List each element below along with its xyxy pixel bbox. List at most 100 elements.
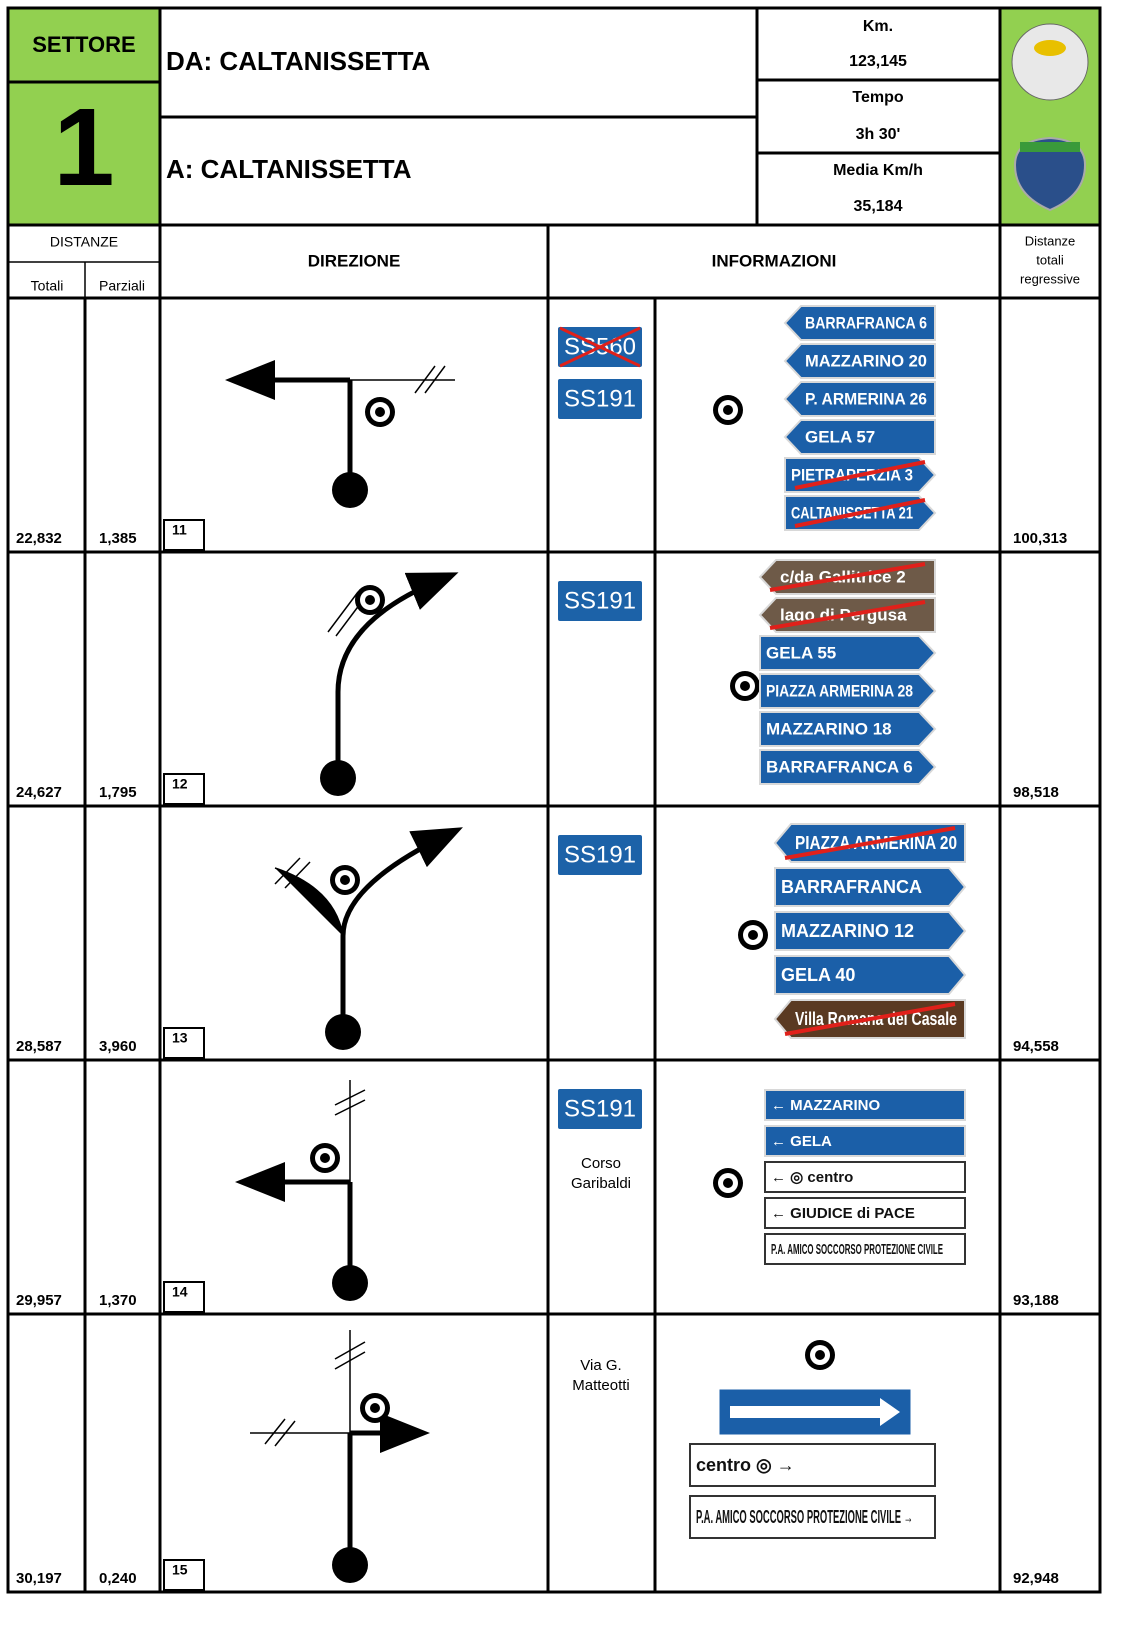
direction-sign: PIAZZA ARMERINA 28: [759, 673, 937, 709]
sign-text: BARRAFRANCA 6: [805, 313, 927, 332]
road-sign-plate: [556, 833, 644, 877]
number-box: [163, 1027, 205, 1059]
cross: [794, 460, 926, 490]
partial: 0,240: [99, 1570, 137, 1587]
direction-sign: BARRAFRANCA: [774, 867, 967, 907]
partial: 3,960: [99, 1038, 137, 1055]
road-sign-text: SS191: [564, 587, 636, 614]
direction-sign: MAZZARINO 20: [783, 343, 936, 379]
partial: 1,385: [99, 530, 137, 547]
direction-sign: P.A. AMICO SOCCORSO PROTEZIONE CIVILE: [764, 1233, 966, 1265]
sign-text: BARRAFRANCA: [781, 877, 922, 897]
rows: 22,832 1,385 100,313 11 SS560 SS191 BARRAFRANC…: [8, 305, 1100, 1591]
road-sign: SS560: [556, 325, 644, 369]
road-sign-text: SS191: [564, 841, 636, 868]
sign-text: centro ◎ →: [696, 1455, 795, 1475]
road-sign: SS191: [556, 833, 644, 877]
sign-plate: [774, 911, 967, 951]
regressive: 94,558: [1013, 1038, 1059, 1055]
sign-text: PIAZZA ARMERINA 28: [766, 681, 913, 700]
road-sign-plate: [556, 377, 644, 421]
number-box: [163, 773, 205, 805]
from: DA: CALTANISSETTA: [166, 46, 431, 76]
sign-plate: [759, 749, 937, 785]
sector-number: 1: [53, 86, 114, 209]
number: 14: [172, 1284, 188, 1300]
sign-plate: [764, 1125, 966, 1157]
sector-label: SETTORE: [32, 32, 136, 57]
number-box: [163, 1281, 205, 1313]
sign-plate: [764, 1089, 966, 1121]
cross: [769, 600, 926, 630]
sign-plate: [783, 343, 936, 379]
sign-plate: [759, 711, 937, 747]
speed: 35,184: [854, 198, 903, 215]
total: 22,832: [16, 530, 62, 547]
direction-sign: P.A. AMICO SOCCORSO PROTEZIONE CIVILE →: [689, 1495, 936, 1539]
direction-sign: ← GELA: [764, 1125, 966, 1157]
road-sign: SS191: [556, 377, 644, 421]
partial: 1,795: [99, 784, 137, 801]
time: 3h 30': [856, 126, 901, 143]
number-box: [163, 1559, 205, 1591]
sign-plate: [759, 635, 937, 671]
number: 15: [172, 1562, 188, 1578]
cross: [769, 562, 926, 592]
cross: [794, 498, 926, 528]
direction-sign: P. ARMERINA 26: [783, 381, 936, 417]
km: 123,145: [849, 53, 907, 70]
to: A: CALTANISSETTA: [166, 154, 412, 184]
sign-plate: [783, 305, 936, 341]
time-label: Tempo: [852, 89, 903, 106]
sign-text: GELA 57: [805, 427, 875, 446]
direction-sign: CALTANISSETTA 21: [784, 495, 937, 531]
total: 24,627: [16, 784, 62, 801]
road-sign-plate: [556, 1087, 644, 1131]
direction-sign: GELA 55: [759, 635, 937, 671]
sign-text: P.A. AMICO SOCCORSO PROTEZIONE CIVILE →: [696, 1507, 913, 1527]
road-sign-plate: [556, 579, 644, 623]
direction-sign: lago di Pergusa: [758, 597, 936, 633]
road-sign: SS191: [556, 579, 644, 623]
info-targets: [713, 395, 914, 1438]
regressive: 98,518: [1013, 784, 1059, 801]
direction-sign: centro ◎ →: [689, 1443, 936, 1487]
sign-text: MAZZARINO 18: [766, 719, 892, 738]
sign-text: ← MAZZARINO: [771, 1097, 880, 1114]
cross: [784, 1002, 956, 1036]
total: 30,197: [16, 1570, 62, 1587]
logos: [1011, 23, 1089, 212]
partial: 1,370: [99, 1292, 137, 1309]
direction-sign: BARRAFRANCA 6: [759, 749, 937, 785]
grid: [6, 6, 1102, 1594]
sign-text: P. ARMERINA 26: [805, 389, 927, 408]
regressive: 93,188: [1013, 1292, 1059, 1309]
note: Via G. Matteotti: [572, 1357, 630, 1394]
total: 29,957: [16, 1292, 62, 1309]
direction-sign: ← MAZZARINO: [764, 1089, 966, 1121]
info-header: INFORMAZIONI: [712, 251, 837, 270]
sign-text: GELA 40: [781, 965, 855, 985]
regressive: 92,948: [1013, 1570, 1059, 1587]
sign-text: ← GIUDICE di PACE: [771, 1205, 915, 1222]
regressive-header: totali: [1036, 252, 1064, 267]
sign-plate: [759, 673, 937, 709]
direction-sign: BARRAFRANCA 6: [783, 305, 936, 341]
sign-plate: [689, 1443, 936, 1487]
sign-plate: [783, 381, 936, 417]
road-sign-text: SS191: [564, 385, 636, 412]
sign-text: ← ◎ centro: [771, 1169, 853, 1186]
direction-sign: Villa Romana del Casale: [773, 999, 966, 1039]
partial-header: Parziali: [99, 278, 145, 294]
sign-plate: [689, 1495, 936, 1539]
direction-diagrams: [225, 360, 463, 1583]
sign-plate: [764, 1233, 966, 1265]
direction-sign: GELA 40: [774, 955, 967, 995]
number: 11: [172, 522, 187, 538]
sign-text: GELA 55: [766, 643, 836, 662]
sign-text: P.A. AMICO SOCCORSO PROTEZIONE CIVILE: [771, 1241, 943, 1258]
road-sign: SS191: [556, 1087, 644, 1131]
number-box: [163, 519, 205, 551]
sign-plate: [774, 867, 967, 907]
direction-sign: c/da Gallitrice 2: [758, 559, 936, 595]
